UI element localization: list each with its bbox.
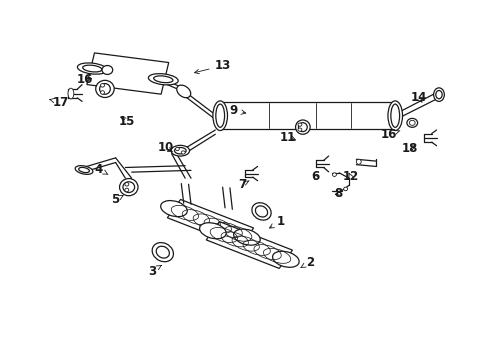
Ellipse shape (297, 128, 301, 131)
Ellipse shape (233, 229, 260, 245)
Ellipse shape (387, 101, 402, 131)
Ellipse shape (212, 101, 227, 131)
Ellipse shape (215, 104, 224, 127)
Ellipse shape (68, 88, 74, 99)
Text: 7: 7 (238, 178, 248, 191)
Ellipse shape (148, 74, 178, 85)
Ellipse shape (181, 151, 185, 154)
Ellipse shape (174, 148, 186, 154)
Ellipse shape (96, 80, 114, 98)
Text: 11: 11 (280, 131, 296, 144)
Bar (220, 102, 394, 129)
Ellipse shape (101, 84, 104, 87)
Text: 16: 16 (77, 73, 93, 86)
Ellipse shape (199, 223, 225, 239)
Text: 3: 3 (148, 265, 161, 278)
Text: 14: 14 (409, 91, 426, 104)
Ellipse shape (251, 203, 270, 220)
Text: 5: 5 (111, 193, 123, 206)
Ellipse shape (124, 188, 128, 192)
Ellipse shape (119, 179, 138, 196)
Text: 1: 1 (269, 215, 285, 228)
Text: 12: 12 (342, 170, 358, 183)
Text: 4: 4 (94, 163, 108, 176)
Text: 15: 15 (119, 114, 135, 127)
Ellipse shape (176, 85, 190, 98)
Ellipse shape (161, 201, 187, 217)
Ellipse shape (79, 167, 89, 172)
Ellipse shape (343, 187, 347, 191)
Ellipse shape (156, 246, 169, 258)
Polygon shape (206, 222, 292, 269)
Ellipse shape (332, 173, 336, 176)
Text: 10: 10 (157, 141, 174, 154)
Ellipse shape (101, 91, 104, 94)
Text: 9: 9 (229, 104, 245, 117)
Ellipse shape (298, 123, 306, 132)
Ellipse shape (124, 183, 128, 186)
Ellipse shape (406, 118, 417, 127)
Ellipse shape (297, 123, 301, 126)
Ellipse shape (152, 243, 173, 262)
Ellipse shape (77, 63, 107, 74)
Text: 8: 8 (333, 187, 342, 200)
Text: 13: 13 (194, 59, 230, 74)
Ellipse shape (390, 104, 399, 127)
Ellipse shape (435, 90, 441, 99)
Ellipse shape (175, 147, 179, 150)
Ellipse shape (408, 120, 414, 125)
Text: 16: 16 (380, 128, 399, 141)
Ellipse shape (75, 166, 93, 174)
Ellipse shape (356, 159, 361, 164)
Ellipse shape (153, 76, 173, 83)
Text: 18: 18 (401, 142, 417, 155)
Text: 2: 2 (300, 256, 314, 269)
Ellipse shape (295, 120, 309, 134)
Ellipse shape (255, 206, 267, 217)
Text: 6: 6 (310, 170, 319, 183)
Text: 17: 17 (50, 96, 69, 109)
Ellipse shape (433, 88, 444, 102)
Ellipse shape (102, 66, 113, 75)
Ellipse shape (171, 145, 189, 156)
Ellipse shape (100, 84, 110, 94)
Polygon shape (87, 53, 168, 94)
Ellipse shape (272, 251, 299, 267)
Ellipse shape (122, 182, 134, 193)
Polygon shape (167, 199, 253, 246)
Ellipse shape (82, 65, 102, 72)
